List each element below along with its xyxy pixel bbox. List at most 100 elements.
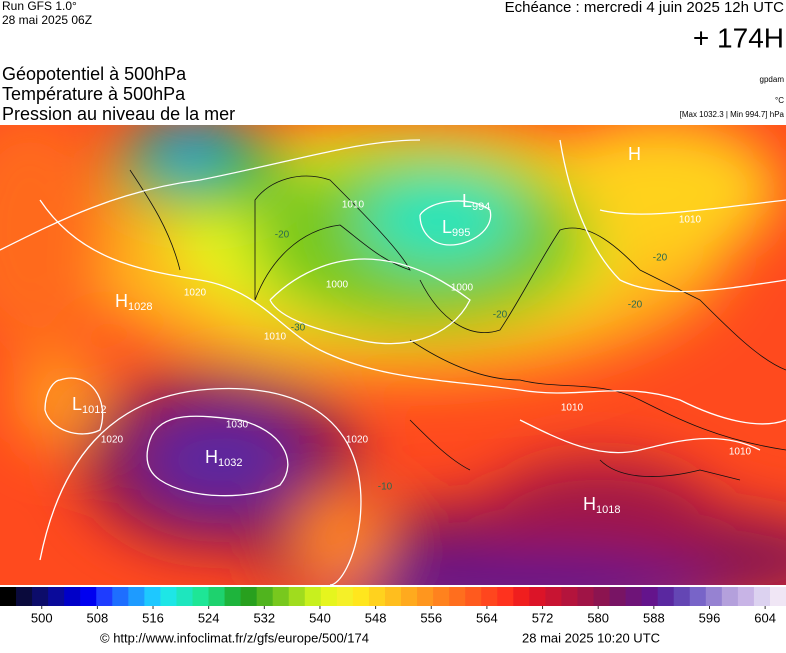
- colorbar-cell: [769, 587, 786, 606]
- title-line: Géopotentiel à 500hPa: [2, 64, 187, 84]
- lead-time: + 174H: [693, 22, 784, 53]
- colorbar-cell: [545, 587, 562, 606]
- temperature-label: -20: [653, 253, 668, 264]
- temperature-label: -20: [493, 310, 508, 321]
- colorbar-tick-label: 508: [87, 610, 109, 625]
- colorbar-cell: [0, 587, 17, 606]
- colorbar-cell: [737, 587, 755, 606]
- center-letter: L: [72, 394, 82, 414]
- isobar-label: 1020: [184, 288, 207, 299]
- colorbar-tick-label: 516: [142, 610, 164, 625]
- pressure-center: L994: [462, 191, 490, 213]
- colorbar-cell: [48, 587, 65, 606]
- isobar-label: 1020: [346, 435, 369, 446]
- colorbar-cell: [641, 587, 659, 606]
- run-date: 28 mai 2025 06Z: [2, 13, 92, 27]
- center-pressure: 1012: [82, 404, 106, 416]
- colorbar-cell: [417, 587, 434, 606]
- colorbar-cell: [657, 587, 675, 606]
- center-pressure: 1032: [218, 457, 242, 469]
- colorbar-tick-label: 604: [754, 610, 776, 625]
- colorbar-tick-label: 588: [643, 610, 665, 625]
- colorbar-cell: [336, 587, 354, 606]
- isobar-label: 1010: [561, 403, 584, 414]
- colorbar-cell: [128, 587, 145, 606]
- colorbar-cell: [80, 587, 97, 606]
- colorbar-cell: [240, 587, 258, 606]
- pressure-center: H1018: [583, 494, 620, 516]
- unit-label: °C: [775, 96, 784, 105]
- colorbar-tick-label: 596: [699, 610, 721, 625]
- unit-label: gpdam: [760, 75, 785, 84]
- center-letter: L: [462, 191, 472, 211]
- colorbar-cell: [256, 587, 274, 606]
- colorbar-cell: [176, 587, 193, 606]
- pressure-center: L1012: [72, 394, 107, 416]
- colorbar-tick-label: 500: [31, 610, 53, 625]
- center-letter: H: [628, 144, 641, 164]
- footer-url: © http://www.infoclimat.fr/z/gfs/europe/…: [100, 630, 369, 645]
- isobar-label: 1010: [342, 200, 365, 211]
- colorbar-cell: [513, 587, 530, 606]
- colorbar-cell: [753, 587, 771, 606]
- colorbar-cell: [465, 587, 482, 606]
- colorbar-cell: [144, 587, 161, 606]
- isobar-label: 1000: [451, 283, 474, 294]
- pressure-center: L995: [442, 217, 470, 239]
- colorbar-tick-label: 564: [476, 610, 498, 625]
- colorbar-cell: [577, 587, 595, 606]
- isobar-label: 1020: [101, 435, 124, 446]
- colorbar-cell: [96, 587, 113, 606]
- colorbar-cell: [112, 587, 129, 606]
- colorbar-cell: [721, 587, 739, 606]
- center-letter: H: [583, 494, 596, 514]
- colorbar-cell: [384, 587, 402, 606]
- colorbar-cell: [481, 587, 498, 606]
- isobar-label: 1010: [264, 332, 287, 343]
- colorbar-cell: [561, 587, 578, 606]
- colorbar-cell: [433, 587, 450, 606]
- valid-time: Echéance : mercredi 4 juin 2025 12h UTC: [505, 0, 784, 16]
- center-pressure: 1028: [128, 301, 152, 313]
- colorbar-cell: [625, 587, 643, 606]
- colorbar-tick-label: 580: [587, 610, 609, 625]
- map-field: [0, 125, 786, 585]
- colorbar-cell: [208, 587, 226, 606]
- colorbar-cell: [224, 587, 242, 606]
- colorbar-cell: [609, 587, 627, 606]
- footer-date: 28 mai 2025 10:20 UTC: [522, 630, 660, 645]
- temperature-label: -20: [275, 230, 290, 241]
- colorbar-cell: [272, 587, 290, 606]
- center-pressure: 995: [452, 227, 470, 239]
- isobar-label: 1030: [226, 420, 249, 431]
- colorbar-tick-label: 548: [365, 610, 387, 625]
- colorbar-cell: [32, 587, 49, 606]
- run-label: Run GFS 1.0°: [2, 0, 77, 13]
- isobar-label: 1000: [326, 280, 349, 291]
- colorbar-tick-label: 572: [532, 610, 554, 625]
- temperature-label: -10: [378, 482, 393, 493]
- center-letter: H: [115, 291, 128, 311]
- colorbar-cell: [449, 587, 466, 606]
- colorbar-cell: [352, 587, 370, 606]
- colorbar-cell: [64, 587, 81, 606]
- pressure-center: H: [628, 144, 641, 164]
- colorbar-tick-label: 540: [309, 610, 331, 625]
- isobar-label: 1010: [729, 447, 752, 458]
- center-pressure: 994: [472, 201, 490, 213]
- isobar-label: 1010: [679, 215, 702, 226]
- colorbar-cell: [401, 587, 418, 606]
- center-pressure: 1018: [596, 504, 620, 516]
- colorbar-cell: [304, 587, 322, 606]
- temperature-label: -20: [628, 300, 643, 311]
- title-line: Pression au niveau de la mer: [2, 104, 235, 124]
- colorbar-cell: [192, 587, 210, 606]
- center-letter: H: [205, 447, 218, 467]
- colorbar-cell: [497, 587, 514, 606]
- colorbar-tick-label: 532: [253, 610, 275, 625]
- colorbar-cell: [689, 587, 707, 606]
- title-line: Température à 500hPa: [2, 84, 186, 104]
- colorbar-cell: [368, 587, 386, 606]
- temperature-label: -30: [291, 323, 306, 334]
